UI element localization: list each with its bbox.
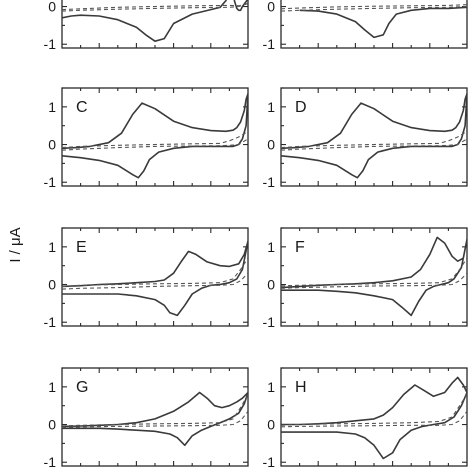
voltammogram-solid [281, 376, 467, 460]
y-tick-label: 1 [267, 239, 275, 255]
blank-scan-dashed [62, 257, 248, 287]
y-tick-label: 0 [48, 137, 56, 153]
y-tick-label: -1 [44, 174, 57, 190]
panel-top-right: -1 0 [263, 0, 468, 52]
panel-top-left: -1 0 [44, 0, 249, 52]
panel-E: -1 0 1 E [44, 227, 249, 330]
y-tick-label: -1 [44, 454, 57, 470]
panel-letter: D [295, 99, 307, 116]
y-tick-label: 0 [48, 417, 56, 433]
panel-letter: F [295, 239, 305, 256]
voltammogram-solid [299, 6, 467, 39]
y-tick-label: 0 [267, 277, 275, 293]
panel-letter: C [76, 99, 88, 116]
panel-letter: H [295, 379, 307, 396]
voltammogram-solid [62, 391, 248, 447]
panel-letter: G [76, 379, 88, 396]
y-tick-label: 1 [267, 99, 275, 115]
voltammogram-solid [62, 92, 248, 179]
y-tick-label: 0 [48, 0, 56, 15]
panel-F: -1 0 1 F [263, 227, 468, 330]
panel-C: -1 0 1 C [44, 87, 249, 190]
voltammogram-solid [281, 92, 467, 179]
y-tick-label: 1 [267, 379, 275, 395]
panel-frame [61, 227, 249, 327]
blank-scan-dashed [281, 130, 467, 149]
panel-H: -1 0 1 H [263, 367, 468, 470]
panel-G: -1 0 1 G [44, 367, 249, 470]
y-tick-label: -1 [263, 314, 276, 330]
blank-scan-dashed [62, 130, 248, 149]
voltammogram-solid [281, 236, 467, 317]
blank-scan-dashed [62, 2, 248, 12]
blank-scan-dashed [281, 394, 467, 426]
blank-scan-dashed [62, 272, 248, 290]
panel-D: -1 0 1 D [263, 87, 468, 190]
panel-frame [61, 87, 249, 187]
y-tick-label: 0 [267, 417, 275, 433]
panel-frame [280, 0, 468, 49]
blank-scan-dashed [62, 2, 248, 11]
y-tick-label: 1 [48, 379, 56, 395]
panel-frame [280, 87, 468, 187]
blank-scan-dashed [62, 138, 248, 151]
blank-scan-dashed [281, 4, 467, 10]
panel-frame [280, 367, 468, 467]
y-tick-label: -1 [263, 454, 276, 470]
panel-frame [61, 367, 249, 467]
y-tick-label: 1 [48, 99, 56, 115]
blank-scan-dashed [281, 138, 467, 151]
voltammogram-solid [62, 0, 248, 42]
panel-letter: E [76, 239, 87, 256]
voltammogram-solid [62, 240, 248, 317]
y-tick-label: 0 [267, 0, 275, 15]
y-tick-label: 1 [48, 239, 56, 255]
y-tick-label: 0 [267, 137, 275, 153]
blank-scan-dashed [281, 5, 467, 12]
blank-scan-dashed [62, 394, 248, 427]
blank-scan-dashed [281, 257, 467, 287]
blank-scan-dashed [62, 410, 248, 429]
blank-scan-dashed [281, 272, 467, 289]
panel-frame [280, 227, 468, 327]
y-tick-label: 0 [48, 277, 56, 293]
blank-scan-dashed [281, 410, 467, 428]
y-tick-label: -1 [263, 174, 276, 190]
y-tick-label: -1 [263, 36, 276, 52]
y-axis-label: I / μA [7, 227, 24, 262]
y-tick-label: -1 [44, 36, 57, 52]
panels-group: -1 0 -1 0 -1 0 1 C -1 0 1 D -1 0 1 E -1 0 1 F -1 0 1 G -1 0 1 H [44, 0, 468, 470]
y-tick-label: -1 [44, 314, 57, 330]
